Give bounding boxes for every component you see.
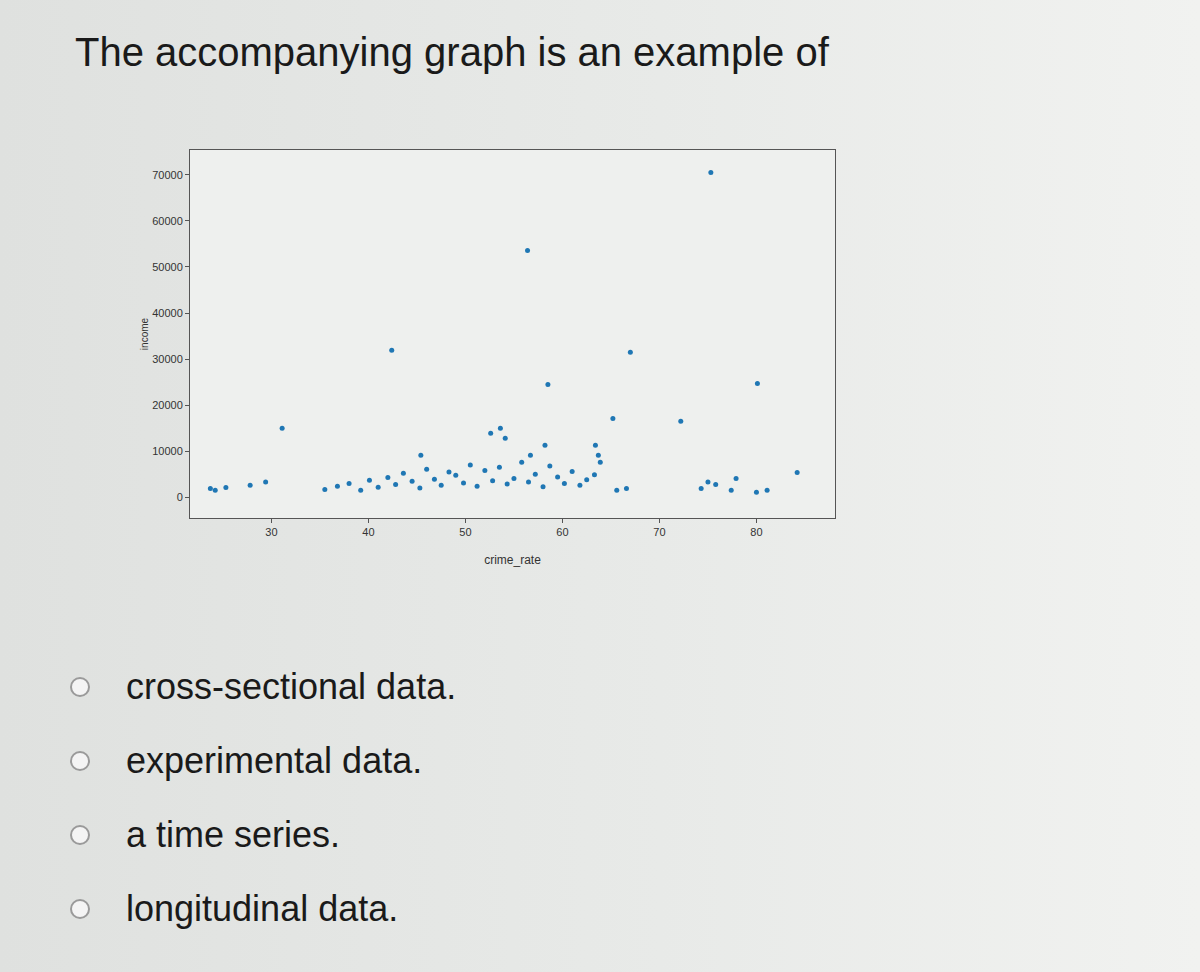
svg-text:40: 40 (362, 526, 374, 538)
svg-text:30000: 30000 (152, 353, 183, 365)
svg-text:20000: 20000 (152, 399, 183, 411)
svg-text:70: 70 (653, 526, 665, 538)
svg-text:40000: 40000 (152, 307, 183, 319)
svg-text:30: 30 (265, 526, 277, 538)
svg-text:70000: 70000 (152, 169, 183, 181)
html-text:longitudinal data.: longitudinal data. (126, 888, 399, 929)
html-text:The accompanying graph is an e: The accompanying graph is an example of (75, 30, 829, 74)
svg-text:crime_rate: crime_rate (484, 553, 541, 567)
svg-text:60000: 60000 (152, 215, 183, 227)
html-text:experimental data.: experimental data. (126, 740, 423, 781)
svg-text:80: 80 (750, 526, 762, 538)
svg-text:60: 60 (556, 526, 568, 538)
svg-text:0: 0 (177, 491, 183, 503)
html-text:cross-sectional data.: cross-sectional data. (126, 666, 457, 707)
svg-text:50: 50 (459, 526, 471, 538)
svg-text:50000: 50000 (152, 261, 183, 273)
svg-text:10000: 10000 (152, 445, 183, 457)
svg-text:income: income (139, 317, 150, 350)
html-text:a time series.: a time series. (126, 814, 341, 855)
